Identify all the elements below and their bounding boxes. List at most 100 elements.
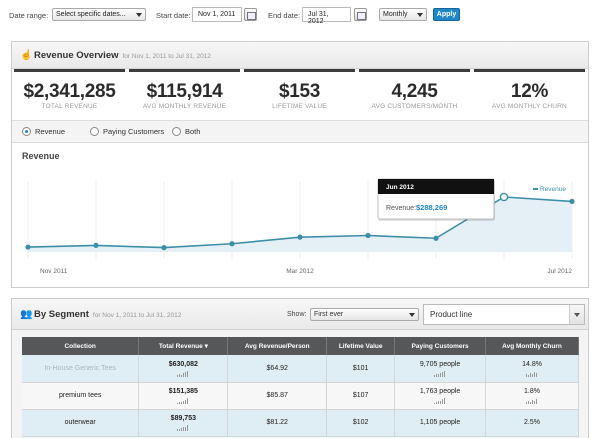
calendar-icon[interactable] bbox=[244, 8, 257, 21]
radio-both[interactable]: Both bbox=[172, 127, 200, 136]
cell-churn: 1.8% bbox=[485, 382, 579, 410]
kpi-label: Lifetime Value bbox=[272, 103, 327, 110]
end-date-label: End date: bbox=[268, 11, 301, 20]
cell-avg-revenue: $81.22 bbox=[227, 409, 328, 437]
apply-button[interactable]: Apply bbox=[433, 8, 460, 21]
cell-collection: In-House Generic Tees bbox=[22, 355, 140, 383]
data-point bbox=[93, 242, 99, 248]
panel-title: Revenue Overview bbox=[34, 50, 119, 61]
legend-label: Revenue bbox=[540, 186, 566, 193]
kpi-value: $153 bbox=[278, 81, 321, 102]
sparkline-icon bbox=[433, 370, 447, 377]
sparkline-icon bbox=[525, 397, 539, 404]
col-avg-revenue-person[interactable]: Avg Revenue/Person bbox=[227, 337, 328, 355]
col-total-revenue[interactable]: Total Revenue ▾ bbox=[138, 337, 229, 355]
start-date-input[interactable]: Nov 1, 2011 bbox=[192, 7, 242, 22]
cell-value: 14.8% bbox=[522, 360, 542, 368]
sparkline-icon bbox=[176, 397, 190, 404]
end-date-input[interactable]: Jul 31, 2012 bbox=[302, 7, 351, 25]
kpi-value: 12% bbox=[510, 81, 549, 102]
sparkline-icon bbox=[176, 424, 190, 431]
kpi-label: Avg Monthly Revenue bbox=[142, 103, 227, 110]
radio-dot[interactable] bbox=[90, 127, 99, 136]
interval-value: Monthly bbox=[383, 11, 408, 18]
table-row[interactable]: premium tees $151,385 $85.87 $107 1,763 … bbox=[22, 382, 579, 410]
cell-paying-customers: 1,763 people bbox=[394, 382, 487, 410]
cell-value: 1,105 people bbox=[419, 419, 461, 426]
tooltip-title: Jun 2012 bbox=[386, 184, 414, 191]
interval-select[interactable]: Monthly bbox=[379, 8, 427, 21]
cell-lifetime-value: $102 bbox=[326, 409, 396, 437]
x-tick-label: Jul 2012 bbox=[547, 268, 572, 275]
cell-avg-revenue: $85.87 bbox=[227, 382, 328, 410]
col-collection[interactable]: Collection bbox=[22, 337, 140, 355]
data-point bbox=[161, 245, 167, 251]
x-tick-label: Mar 2012 bbox=[286, 268, 314, 275]
date-range-label: Date range: bbox=[9, 11, 49, 20]
radio-dot[interactable] bbox=[22, 127, 31, 136]
kpi-value: 4,245 bbox=[391, 81, 438, 102]
data-point bbox=[365, 232, 371, 239]
cell-value: 1.8% bbox=[524, 388, 540, 395]
revenue-chart-svg: Nov 2011 Mar 2012 Jul 2012 Revenue Jun 2012 R… bbox=[25, 178, 575, 275]
show-label: Show: bbox=[287, 311, 307, 318]
chevron-down-icon[interactable] bbox=[569, 305, 584, 324]
radio-paying-customers[interactable]: Paying Customers bbox=[90, 127, 164, 136]
cell-churn: 14.8% bbox=[485, 355, 579, 383]
segment-table: Collection Total Revenue ▾ Avg Revenue/P… bbox=[22, 337, 579, 437]
cell-total-revenue: $89,753 bbox=[138, 409, 229, 437]
cell-value: 1,763 people bbox=[419, 388, 461, 395]
panel-subtitle: for Nov 1, 2011 to Jul 31, 2012 bbox=[122, 53, 211, 60]
chevron-down-icon bbox=[136, 13, 142, 17]
cell-value: $151,385 bbox=[168, 388, 198, 395]
x-tick-label: Nov 2011 bbox=[40, 268, 68, 275]
segment-header: 👥 By Segment for Nov 1, 2011 to Jul 31, 2… bbox=[12, 299, 588, 330]
start-date-label: Start date: bbox=[156, 11, 191, 20]
cell-total-revenue: $630,082 bbox=[138, 355, 229, 383]
radio-dot[interactable] bbox=[172, 127, 181, 136]
panel-title: By Segment bbox=[34, 309, 89, 320]
show-value: First ever bbox=[314, 311, 344, 318]
revenue-overview-header: ☝ Revenue Overview for Nov 1, 2011 to Jul… bbox=[12, 42, 588, 69]
sort-desc-icon: ▾ bbox=[204, 343, 208, 350]
col-label: Total Revenue bbox=[158, 343, 203, 350]
table-row[interactable]: outerwear $89,753 $81.22 $102 1,105 peop… bbox=[22, 409, 579, 437]
kpi-value: $115,914 bbox=[146, 81, 223, 102]
segment-panel: 👥 By Segment for Nov 1, 2011 to Jul 31, 2… bbox=[11, 298, 589, 438]
show-select[interactable]: First ever bbox=[310, 308, 419, 321]
calendar-icon[interactable] bbox=[354, 8, 367, 21]
date-range-select[interactable]: Select specific dates... bbox=[52, 8, 146, 21]
group-by-value: Product line bbox=[430, 310, 473, 319]
revenue-overview-panel: ☝ Revenue Overview for Nov 1, 2011 to Jul… bbox=[11, 41, 589, 288]
kpi-label: Total Revenue bbox=[41, 103, 98, 110]
radio-label: Revenue bbox=[35, 127, 66, 136]
col-avg-monthly-churn[interactable]: Avg Monthly Churn bbox=[485, 337, 579, 355]
panel-subtitle: for Nov 1, 2011 to Jul 31, 2012 bbox=[92, 312, 182, 319]
kpi-lifetime-value: $153 Lifetime Value bbox=[242, 69, 357, 121]
group-by-select[interactable]: Product line bbox=[423, 304, 585, 325]
revenue-overview-title: Revenue Overview for Nov 1, 2011 to Jul 3… bbox=[34, 50, 211, 61]
radio-revenue[interactable]: Revenue bbox=[22, 127, 65, 136]
segment-title: By Segment for Nov 1, 2011 to Jul 31, 201… bbox=[34, 309, 181, 320]
cell-lifetime-value: $101 bbox=[326, 355, 396, 383]
cell-total-revenue: $151,385 bbox=[138, 382, 229, 410]
data-point bbox=[25, 244, 31, 250]
cell-value: $89,753 bbox=[170, 415, 196, 422]
cell-paying-customers: 1,105 people bbox=[394, 409, 487, 437]
tooltip-label: Revenue: bbox=[386, 205, 416, 212]
kpi-strip: $2,341,285 Total Revenue $115,914 Avg Mo… bbox=[12, 69, 588, 121]
kpi-total-revenue: $2,341,285 Total Revenue bbox=[12, 69, 127, 121]
kpi-avg-monthly-churn: 12% Avg Monthly Churn bbox=[472, 69, 587, 121]
kpi-avg-monthly-revenue: $115,914 Avg Monthly Revenue bbox=[127, 69, 242, 121]
cell-collection: outerwear bbox=[22, 409, 140, 437]
col-lifetime-value[interactable]: Lifetime Value bbox=[326, 337, 396, 355]
chevron-down-icon bbox=[409, 313, 415, 317]
chevron-down-icon bbox=[417, 13, 423, 17]
chart-title: Revenue bbox=[22, 151, 60, 161]
radio-label: Both bbox=[185, 127, 201, 136]
col-paying-customers[interactable]: Paying Customers bbox=[394, 337, 487, 355]
tooltip-value: $288,269 bbox=[416, 203, 447, 212]
table-row[interactable]: In-House Generic Tees $630,082 $64.92 $1… bbox=[22, 355, 579, 383]
date-range-value: Select specific dates... bbox=[56, 11, 126, 18]
data-point bbox=[569, 198, 575, 204]
